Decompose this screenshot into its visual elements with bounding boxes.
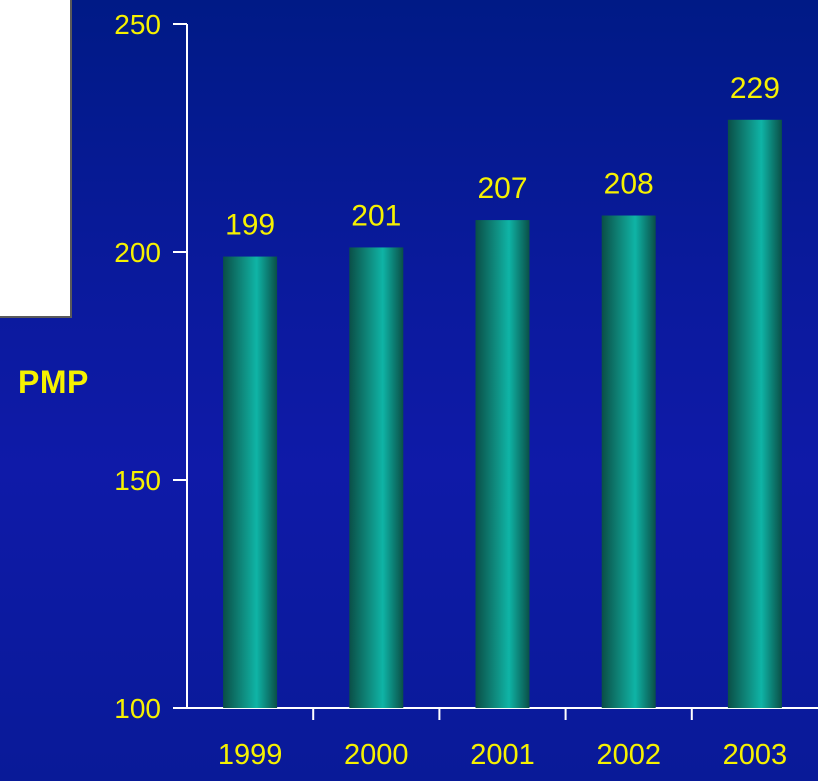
bars: [223, 119, 782, 708]
x-tick-label: 1999: [218, 739, 283, 771]
data-label: 229: [730, 72, 780, 105]
data-label: 208: [604, 168, 654, 201]
x-tick-label: 2000: [344, 739, 409, 771]
y-tick-label: 100: [114, 693, 161, 724]
bar: [223, 256, 278, 708]
data-label: 207: [477, 172, 527, 205]
x-tick-label: 2001: [470, 739, 535, 771]
y-tick-label: 150: [114, 465, 161, 496]
x-tick-label: 2002: [596, 739, 661, 771]
x-tick-label: 2003: [723, 739, 788, 771]
y-tick-label: 250: [114, 9, 161, 40]
white-panel: [0, 0, 72, 318]
bar: [475, 220, 530, 708]
y-axis-label: PMP: [18, 364, 89, 400]
labels: 100 150 200 250 199 1999 201 2000 207 2001 208 2002…: [114, 9, 787, 771]
y-tick-label: 200: [114, 237, 161, 268]
bar: [601, 215, 656, 708]
bar: [349, 247, 404, 708]
bar: [727, 119, 782, 708]
data-label: 199: [225, 209, 275, 242]
data-label: 201: [351, 199, 401, 232]
